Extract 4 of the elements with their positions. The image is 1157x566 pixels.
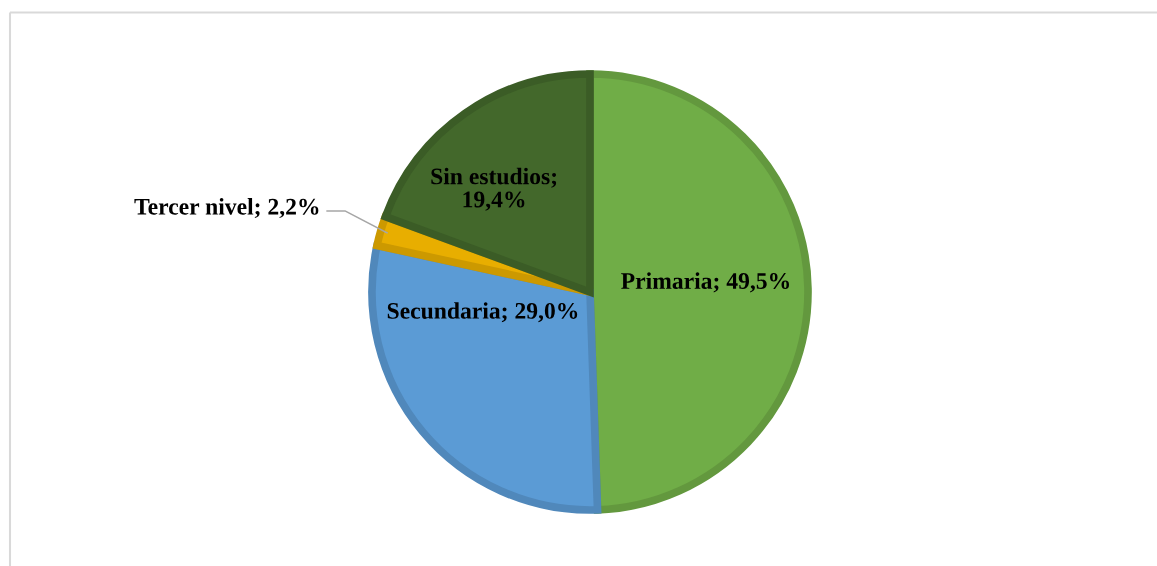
- slice-label: Secundaria; 29,0%: [387, 302, 578, 323]
- slice-label: Primaria; 49,5%: [621, 272, 789, 293]
- slice-label: Sin estudios; 19,4%: [431, 167, 557, 211]
- slice-label: Tercer nivel; 2,2%: [134, 198, 319, 219]
